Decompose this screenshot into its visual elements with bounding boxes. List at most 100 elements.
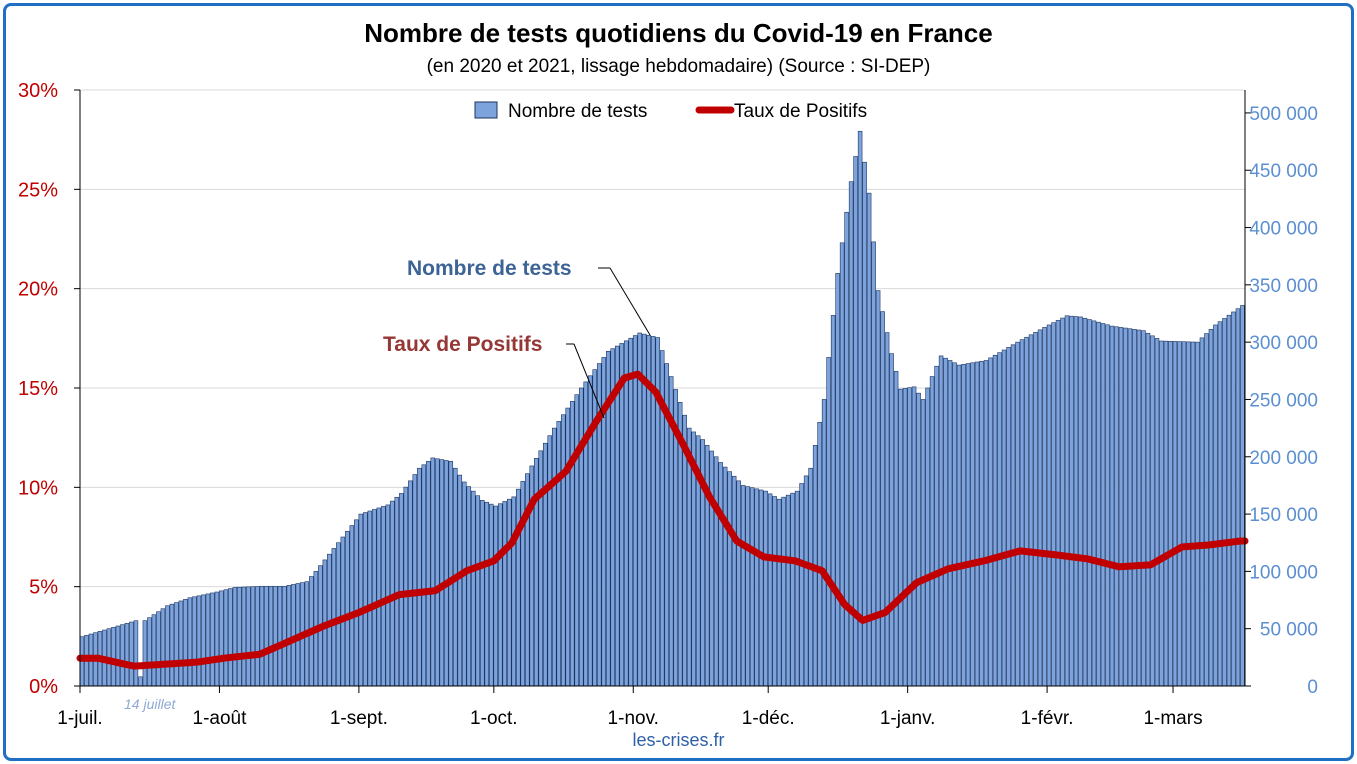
bar (1114, 326, 1119, 687)
bar (704, 445, 710, 687)
bar (232, 587, 238, 687)
bar (1082, 317, 1088, 687)
bar (722, 466, 728, 687)
bar (412, 474, 418, 687)
bar (830, 315, 836, 687)
bar (875, 290, 881, 687)
bar (237, 586, 242, 687)
bar (1055, 320, 1061, 687)
bar (1213, 324, 1218, 687)
annotation-tests-pointer (609, 267, 651, 336)
bar (974, 361, 980, 687)
bar (947, 360, 953, 687)
bar (430, 457, 436, 687)
x-axis-ticks: 1-juil. 1-août 1-sept. 1-oct. 1-nov. 1-déc. 1-… (57, 686, 1203, 729)
bar (183, 599, 188, 687)
bar (623, 340, 629, 687)
bar (336, 542, 341, 687)
bar (740, 485, 746, 687)
bar (1235, 308, 1241, 687)
bar (1132, 329, 1137, 687)
bar (228, 588, 233, 687)
bar (120, 624, 125, 687)
right-tick-label: 200 000 (1249, 448, 1318, 469)
annotation-rate-pointer (573, 343, 605, 419)
bar (268, 585, 274, 687)
bar (839, 242, 845, 687)
bar (1033, 332, 1038, 687)
right-tick-label: 100 000 (1249, 562, 1318, 583)
bar (821, 399, 827, 687)
bar (1208, 328, 1214, 687)
bar (785, 494, 791, 687)
bar (471, 490, 476, 687)
bar (273, 585, 278, 687)
bar (983, 360, 989, 687)
bar (255, 586, 260, 687)
left-tick-label: 30% (18, 80, 58, 102)
legend-swatch-tests (474, 101, 498, 119)
bar (246, 586, 251, 687)
bar (462, 481, 467, 687)
bar (736, 480, 741, 687)
bar (790, 492, 795, 687)
bar (1024, 336, 1029, 687)
bar (565, 407, 570, 687)
bar (1019, 339, 1025, 687)
bar (1051, 322, 1056, 687)
bar (1150, 335, 1155, 687)
bar (219, 590, 224, 687)
bar (1037, 329, 1043, 687)
bar (498, 503, 503, 687)
bar (970, 362, 975, 687)
bar (817, 422, 822, 687)
bar (574, 394, 579, 687)
bar (1154, 338, 1160, 687)
bar (1073, 316, 1079, 687)
left-tick-label: 20% (18, 279, 58, 301)
bar (165, 605, 170, 687)
bar (709, 450, 714, 687)
bar (156, 611, 161, 687)
bar (1145, 332, 1151, 687)
bar (538, 450, 543, 687)
bar (439, 459, 445, 687)
bar (907, 387, 912, 687)
bar (1141, 330, 1146, 687)
bar (857, 130, 863, 687)
bar (632, 335, 638, 687)
bar (444, 460, 449, 687)
bar (376, 507, 382, 687)
bar (560, 414, 566, 687)
bar (484, 501, 490, 687)
bar (718, 462, 723, 687)
bar (1204, 333, 1209, 687)
bar (1015, 341, 1020, 687)
left-tick-label: 25% (18, 179, 58, 201)
bar (250, 586, 256, 687)
bar (178, 600, 184, 687)
bar (641, 333, 647, 687)
bar (331, 548, 337, 687)
bar (943, 357, 948, 687)
left-axis-ticks: 0% 5% 10% 15% 20% 25% 30% (18, 80, 80, 698)
bar (435, 458, 440, 687)
bar (587, 375, 593, 687)
bar (1100, 323, 1106, 687)
bar (952, 362, 957, 687)
bar (507, 498, 512, 687)
bar (934, 365, 939, 687)
bar (475, 495, 481, 687)
bar (1186, 341, 1191, 687)
bar (961, 364, 966, 687)
bar (1091, 320, 1097, 687)
right-tick-label: 250 000 (1249, 390, 1318, 411)
bar (556, 421, 561, 687)
bar (282, 585, 287, 687)
bar (1105, 324, 1110, 687)
bar (893, 371, 899, 687)
bar (367, 510, 373, 687)
left-tick-label: 5% (29, 577, 58, 599)
bar (147, 617, 152, 687)
bar (511, 496, 517, 687)
